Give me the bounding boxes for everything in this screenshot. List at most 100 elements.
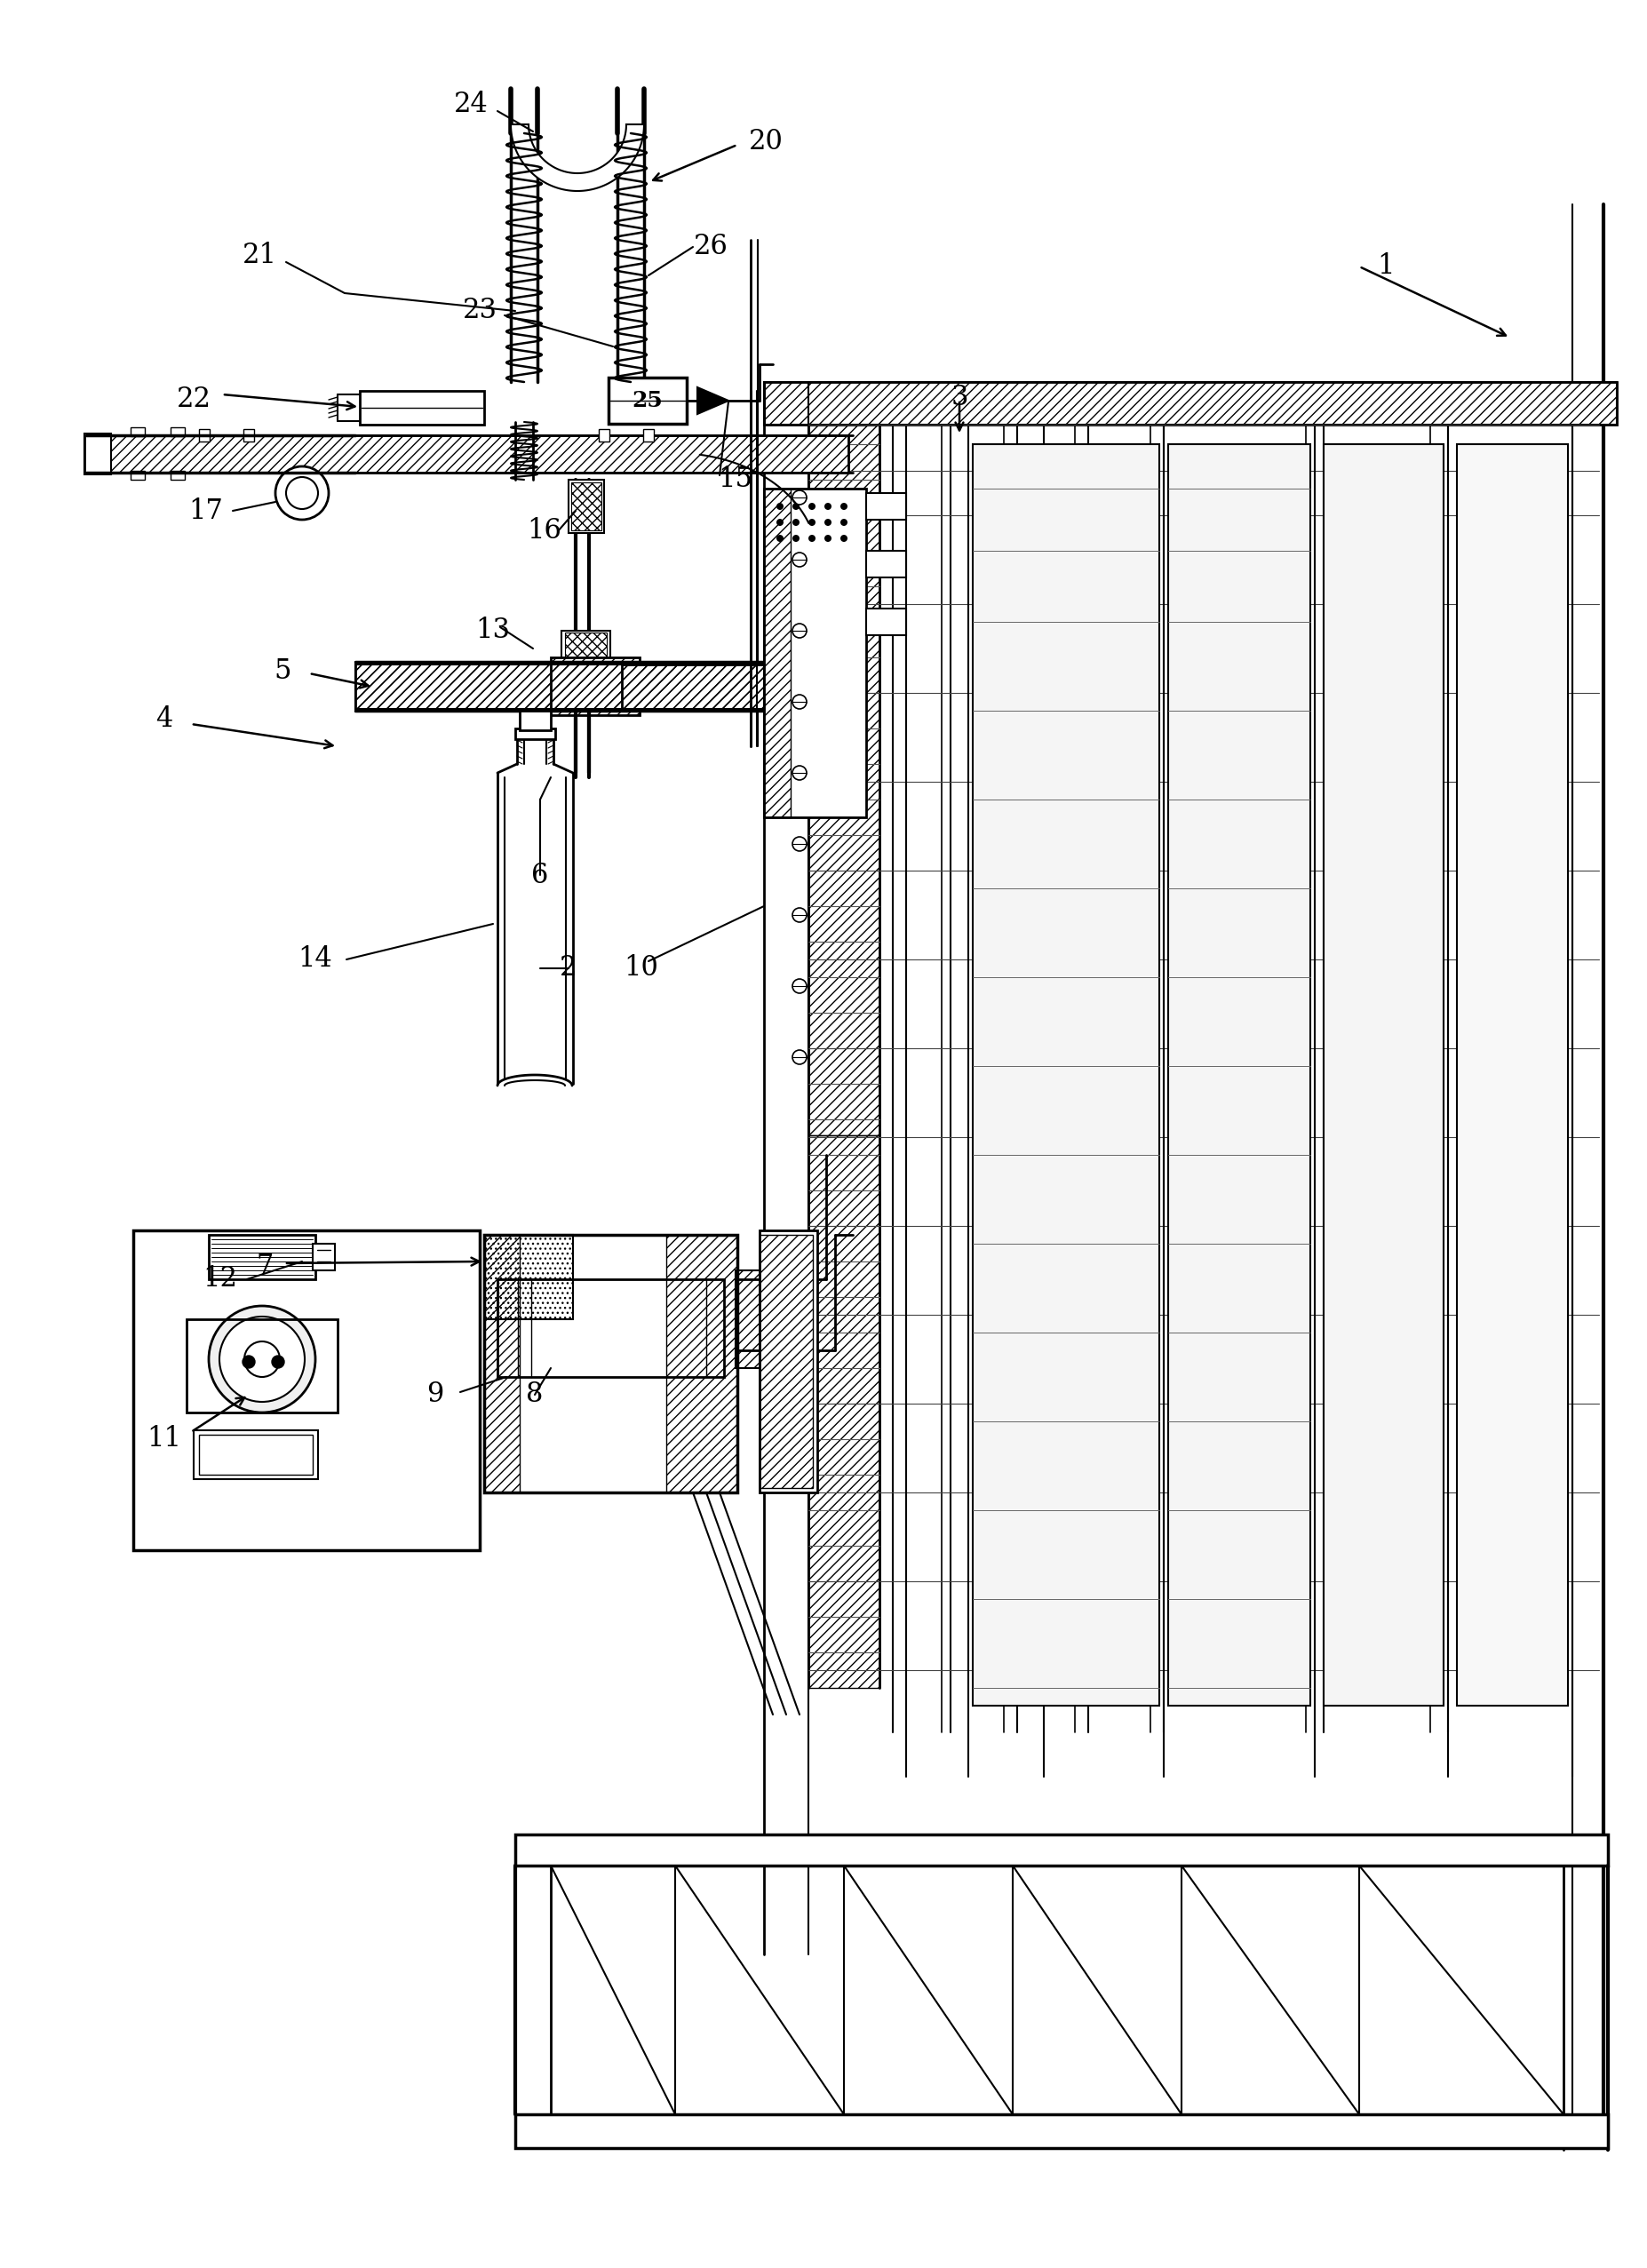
Bar	[568, 481, 604, 533]
Text: 22: 22	[176, 386, 211, 413]
Text: 20: 20	[748, 129, 782, 156]
Circle shape	[825, 519, 832, 526]
Bar	[244, 429, 254, 442]
Bar	[608, 376, 687, 424]
Circle shape	[809, 535, 815, 542]
Bar	[516, 728, 555, 739]
Circle shape	[792, 490, 807, 503]
Bar	[130, 426, 145, 435]
Circle shape	[792, 907, 807, 923]
Bar	[497, 1279, 725, 1377]
Bar	[759, 1229, 817, 1492]
Bar	[866, 608, 906, 635]
Circle shape	[840, 535, 848, 542]
Circle shape	[825, 535, 832, 542]
Bar	[199, 1436, 313, 1474]
Circle shape	[809, 503, 815, 510]
Text: 14: 14	[298, 946, 333, 973]
Bar	[809, 1136, 879, 1687]
Bar	[520, 710, 550, 730]
Bar	[484, 1234, 573, 1320]
Bar	[359, 390, 484, 424]
Circle shape	[840, 519, 848, 526]
Circle shape	[242, 1356, 255, 1368]
Circle shape	[840, 503, 848, 510]
Circle shape	[809, 519, 815, 526]
Bar	[736, 1270, 766, 1368]
Text: 23: 23	[463, 297, 497, 324]
Text: 25: 25	[632, 390, 664, 411]
Text: 11: 11	[147, 1424, 181, 1454]
Text: 15: 15	[718, 465, 753, 494]
Text: 8: 8	[525, 1381, 544, 1408]
Text: 17: 17	[189, 497, 224, 524]
Bar	[550, 658, 639, 714]
Circle shape	[209, 1306, 315, 1413]
Bar	[356, 665, 764, 710]
Circle shape	[792, 767, 807, 780]
Circle shape	[792, 624, 807, 637]
Circle shape	[825, 503, 832, 510]
Circle shape	[776, 503, 784, 510]
Bar	[572, 483, 601, 531]
Bar	[764, 488, 866, 816]
Bar	[199, 429, 209, 442]
Bar	[866, 551, 906, 578]
Bar	[562, 631, 611, 662]
Circle shape	[792, 535, 799, 542]
Text: 16: 16	[527, 517, 562, 544]
Bar	[84, 435, 848, 472]
Bar	[171, 472, 184, 481]
Text: 24: 24	[453, 91, 488, 118]
Circle shape	[792, 1050, 807, 1064]
Circle shape	[792, 694, 807, 710]
Text: 2: 2	[560, 955, 576, 982]
Circle shape	[776, 519, 784, 526]
Bar	[313, 1243, 334, 1270]
Circle shape	[776, 535, 784, 542]
Bar	[866, 492, 906, 519]
Bar	[1458, 445, 1568, 1706]
Text: 3: 3	[950, 383, 968, 413]
Text: 21: 21	[242, 243, 277, 270]
Text: 4: 4	[156, 705, 173, 733]
Bar	[484, 1234, 738, 1492]
Bar	[600, 429, 609, 442]
Circle shape	[792, 503, 799, 510]
Bar	[809, 424, 879, 1136]
Bar	[133, 1229, 479, 1551]
Circle shape	[792, 837, 807, 850]
Bar	[973, 445, 1159, 1706]
Text: 10: 10	[624, 955, 659, 982]
Bar	[171, 426, 184, 435]
Bar	[565, 633, 606, 660]
Circle shape	[287, 476, 318, 508]
Circle shape	[219, 1315, 305, 1402]
Text: 13: 13	[476, 617, 511, 644]
Polygon shape	[697, 388, 728, 415]
Bar	[1168, 445, 1311, 1706]
Bar	[764, 381, 1617, 424]
Bar	[764, 488, 791, 816]
Text: 26: 26	[693, 234, 728, 261]
Bar	[484, 1234, 520, 1492]
Text: 9: 9	[427, 1381, 443, 1408]
Circle shape	[792, 519, 799, 526]
Bar	[764, 381, 1617, 424]
Text: 6: 6	[532, 862, 548, 889]
Bar	[623, 665, 772, 710]
Bar	[644, 429, 654, 442]
Bar	[194, 1431, 318, 1479]
Text: 12: 12	[203, 1266, 237, 1293]
Circle shape	[272, 1356, 285, 1368]
Circle shape	[275, 467, 329, 519]
Circle shape	[792, 980, 807, 993]
Bar	[516, 2114, 1607, 2148]
Bar	[759, 1234, 814, 1488]
Text: 1: 1	[1377, 252, 1395, 281]
Text: 5: 5	[273, 658, 292, 685]
Bar	[356, 662, 578, 710]
Bar	[186, 1320, 338, 1413]
Bar	[516, 1835, 1607, 1867]
Bar	[209, 1234, 315, 1279]
